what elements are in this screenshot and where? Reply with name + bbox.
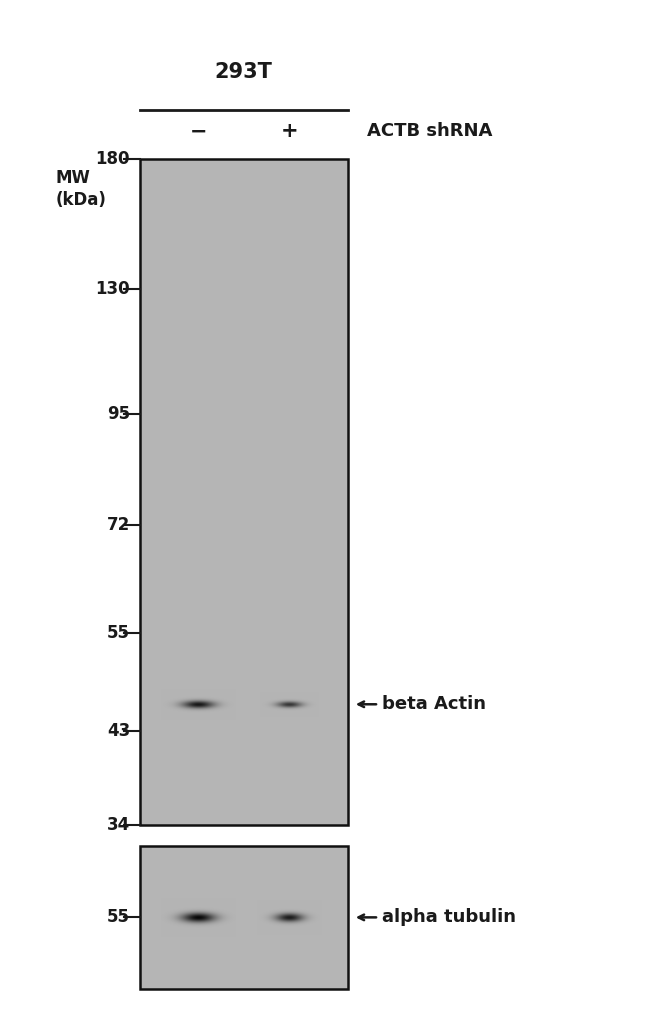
Text: 43: 43 [107, 723, 130, 740]
Text: 55: 55 [107, 908, 130, 927]
Text: 180: 180 [96, 150, 130, 168]
Text: 293T: 293T [214, 62, 273, 82]
Bar [140, 159, 348, 825]
Text: MW
(kDa): MW (kDa) [55, 169, 106, 209]
Text: ACTB shRNA: ACTB shRNA [367, 122, 493, 140]
Text: 95: 95 [107, 405, 130, 423]
Text: 72: 72 [107, 517, 130, 534]
Text: beta Actin: beta Actin [382, 695, 486, 713]
Text: +: + [280, 121, 298, 141]
Text: alpha tubulin: alpha tubulin [382, 908, 516, 927]
Text: 130: 130 [96, 280, 130, 298]
Bar [140, 846, 348, 989]
Text: 55: 55 [107, 624, 130, 642]
Text: 34: 34 [107, 816, 130, 834]
Text: −: − [190, 121, 207, 141]
